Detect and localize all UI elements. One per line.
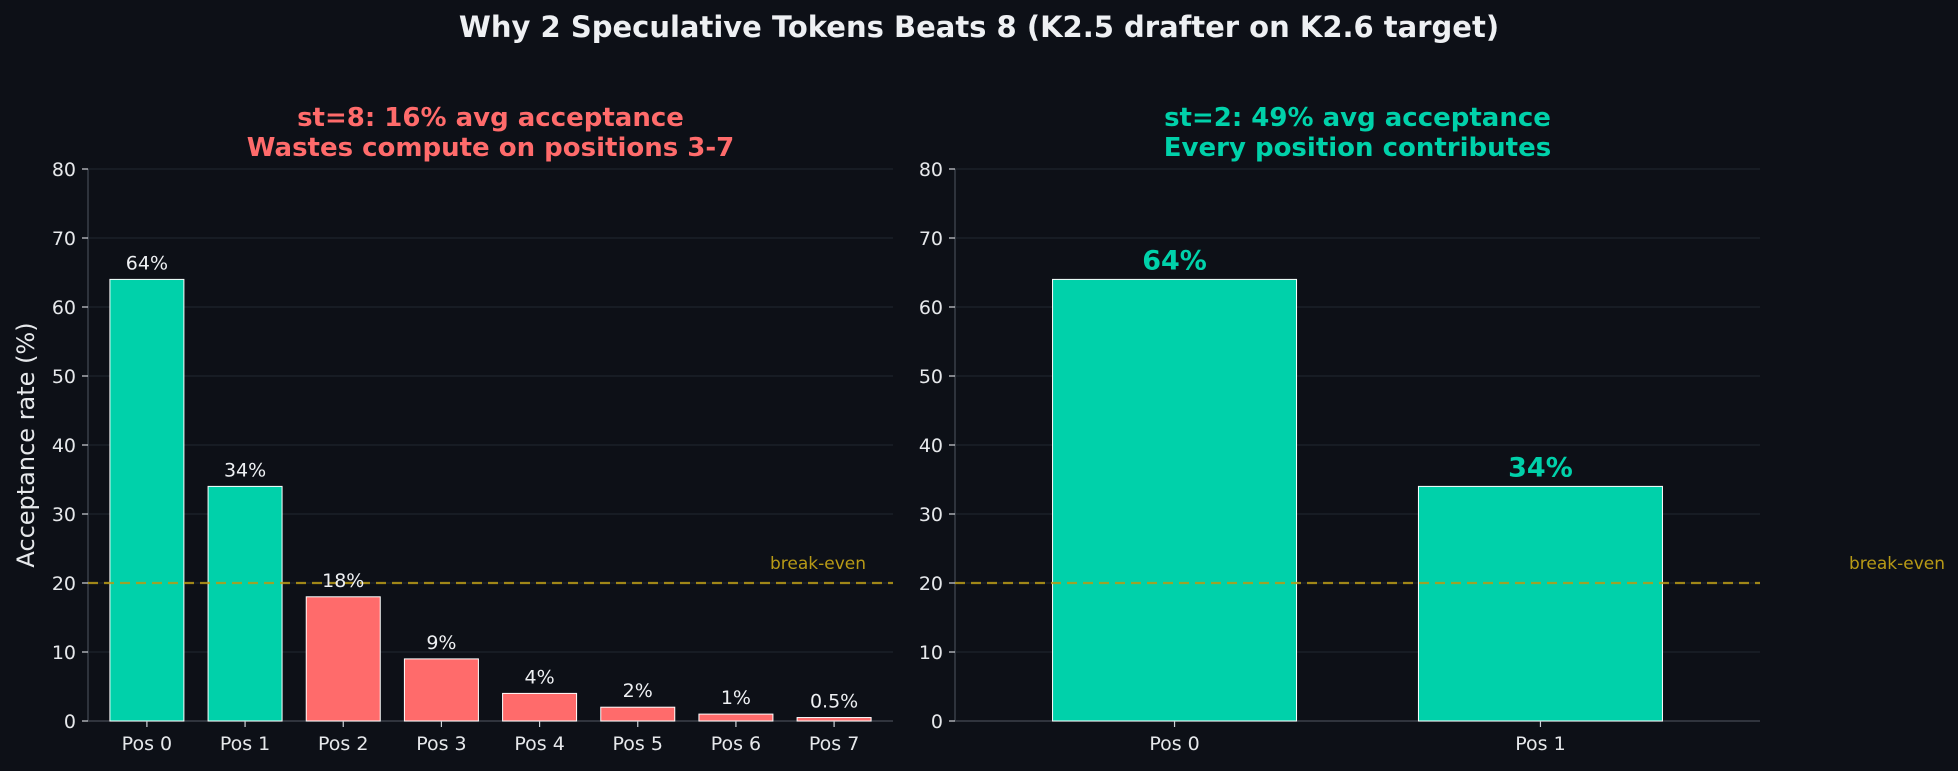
panel-title-line: st=2: 49% avg acceptance [1164,103,1551,133]
bar-pos-0 [1052,278,1298,722]
y-tick-label: 10 [919,642,943,664]
data-label: 64% [126,252,168,274]
y-tick-label: 50 [52,366,76,388]
data-label: 34% [224,459,266,481]
panel-title-line: Wastes compute on positions 3-7 [247,133,734,163]
data-label: 4% [525,666,555,688]
breakeven-label: break-even [1849,554,1945,574]
y-tick-label: 20 [52,573,76,595]
y-axis-label: Acceptance rate (%) [12,322,40,567]
data-label: 9% [426,632,456,654]
x-tick-label: Pos 5 [613,733,663,755]
y-tick-label: 80 [919,159,943,181]
x-tick-label: Pos 4 [514,733,564,755]
data-label: 0.5% [810,691,858,713]
panel-title-line: st=8: 16% avg acceptance [297,103,684,133]
x-tick-label: Pos 3 [416,733,466,755]
bar-pos-4 [502,692,578,722]
chart-panel-1: st=8: 16% avg acceptance Wastes compute o… [12,103,893,755]
bar-pos-3 [403,658,479,722]
y-tick-label: 40 [919,435,943,457]
x-tick-label: Pos 1 [1515,733,1565,755]
y-tick-label: 60 [919,297,943,319]
y-tick-label: 0 [64,711,76,733]
bar-pos-0 [109,278,185,722]
data-label: 1% [721,687,751,709]
bar-pos-1 [207,485,283,722]
y-tick-label: 10 [52,642,76,664]
y-tick-label: 30 [52,504,76,526]
figure-title: Why 2 Speculative Tokens Beats 8 (K2.5 d… [459,10,1499,44]
panel-title-line: Every position contributes [1164,133,1551,163]
y-tick-label: 30 [919,504,943,526]
bar-pos-6 [698,713,774,722]
bar-pos-2 [305,596,381,722]
bar-pos-5 [600,706,676,722]
x-tick-label: Pos 1 [220,733,270,755]
data-label: 34% [1508,452,1573,483]
bar-pos-7 [796,717,872,722]
x-tick-label: Pos 0 [122,733,172,755]
chart-panel-2: st=2: 49% avg acceptance Every position c… [919,103,1945,755]
bar-pos-1 [1417,485,1663,722]
y-tick-label: 70 [919,228,943,250]
data-label: 18% [322,570,364,592]
data-label: 2% [623,680,653,702]
data-label: 64% [1142,245,1207,276]
y-tick-label: 80 [52,159,76,181]
y-tick-label: 20 [919,573,943,595]
y-tick-label: 50 [919,366,943,388]
y-tick-label: 70 [52,228,76,250]
x-tick-label: Pos 6 [711,733,761,755]
y-tick-label: 40 [52,435,76,457]
y-tick-label: 60 [52,297,76,319]
x-tick-label: Pos 2 [318,733,368,755]
x-tick-label: Pos 7 [809,733,859,755]
x-tick-label: Pos 0 [1149,733,1199,755]
y-tick-label: 0 [931,711,943,733]
panel-title: st=8: 16% avg acceptance Wastes compute o… [247,103,734,163]
breakeven-label: break-even [770,554,866,574]
panel-title: st=2: 49% avg acceptance Every position c… [1164,103,1551,163]
